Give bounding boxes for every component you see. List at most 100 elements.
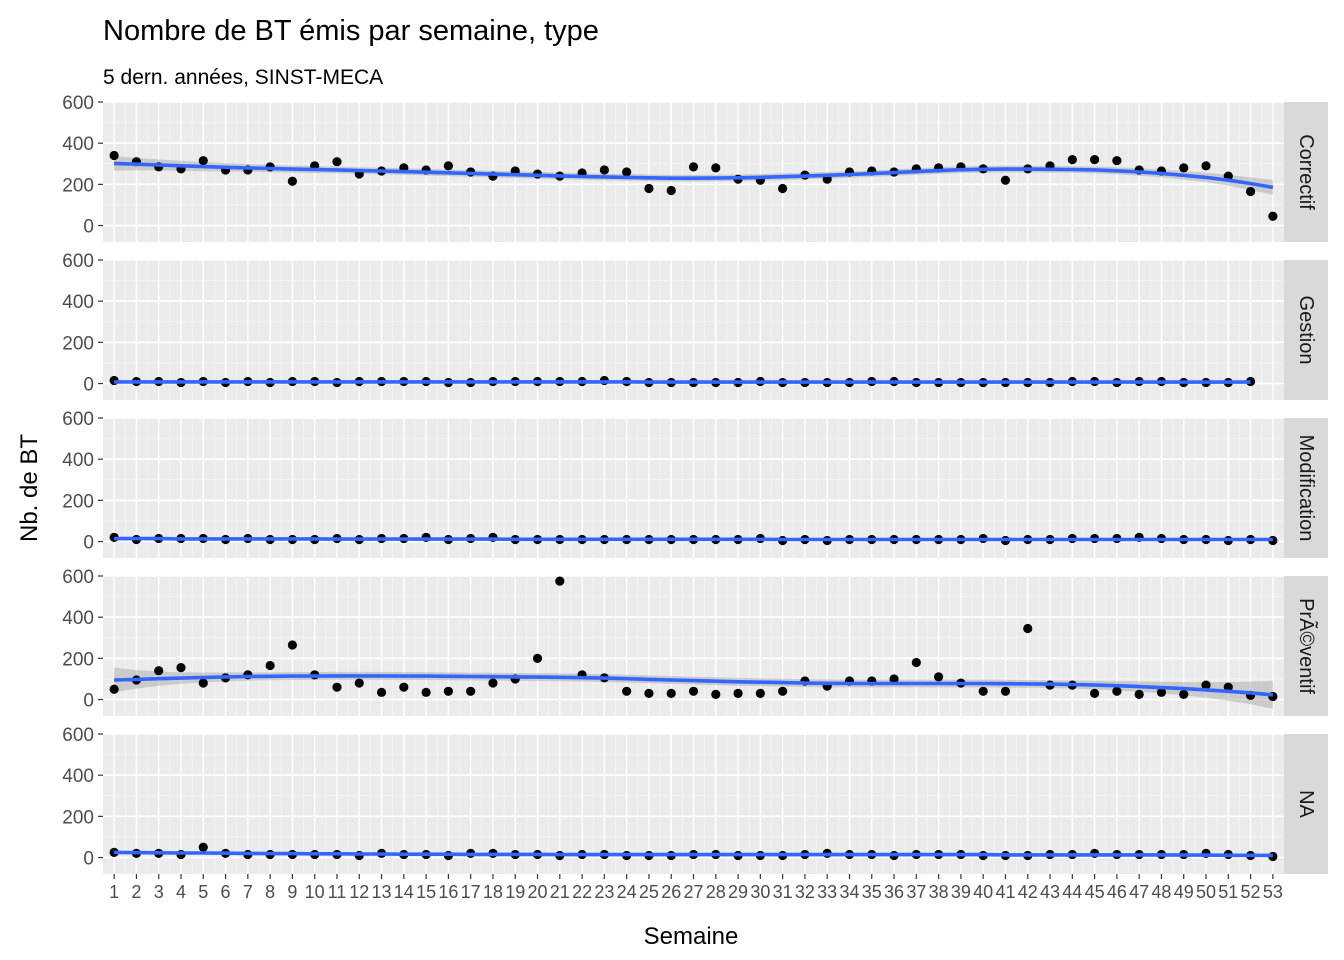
x-tick-label: 32 <box>795 882 815 902</box>
data-point <box>399 682 409 692</box>
x-tick-label: 3 <box>154 882 164 902</box>
x-tick-label: 42 <box>1018 882 1038 902</box>
data-point <box>354 678 364 688</box>
data-point <box>1000 686 1011 696</box>
chart-title: Nombre de BT émis par semaine, type <box>103 15 599 47</box>
x-tick-label: 12 <box>349 882 369 902</box>
x-tick-label: 52 <box>1241 882 1261 902</box>
x-axis-label: Semaine <box>644 923 739 950</box>
data-point <box>599 165 609 175</box>
x-tick-label: 6 <box>221 882 231 902</box>
facet-pr-ventif: 0 200 400 600 PrÃ©ventif <box>62 567 1328 716</box>
smooth-line <box>114 536 1273 542</box>
data-point <box>622 167 632 177</box>
data-point <box>688 162 699 172</box>
data-point <box>532 653 543 663</box>
x-tick-label: 20 <box>528 882 548 902</box>
data-point <box>1179 689 1189 699</box>
x-tick-label: 11 <box>328 882 347 902</box>
x-tick-label: 10 <box>305 882 325 902</box>
x-tick-label: 16 <box>438 882 458 902</box>
data-point <box>265 660 275 671</box>
data-point <box>889 674 899 684</box>
facet-gestion: 0 200 400 600 Gestion <box>62 251 1328 400</box>
data-point <box>911 657 921 668</box>
y-tick-label: 200 <box>62 491 94 512</box>
y-tick-label: 400 <box>62 766 94 787</box>
x-tick-label: 19 <box>505 882 525 902</box>
strip-label: Modification <box>1295 435 1317 542</box>
data-point <box>778 686 788 696</box>
x-tick-label: 33 <box>817 882 837 902</box>
data-point <box>1023 623 1033 634</box>
smooth-line <box>114 161 1274 190</box>
x-tick-label: 30 <box>750 882 770 902</box>
data-point <box>1156 687 1167 697</box>
x-tick-label: 45 <box>1085 882 1105 902</box>
data-point <box>332 157 342 167</box>
data-point <box>688 686 699 696</box>
strip-background <box>1284 576 1328 716</box>
x-tick-label: 2 <box>131 882 141 902</box>
x-tick-label: 8 <box>265 882 275 902</box>
x-tick-label: 18 <box>483 882 503 902</box>
x-axis: 1 2 3 4 5 6 7 8 9 10 11 12 13 14 15 16 17 18 19 20 21 22 23 24 2… <box>109 874 1283 902</box>
y-tick-label: 200 <box>62 333 94 354</box>
x-tick-label: 4 <box>176 882 186 902</box>
strip-background <box>1284 734 1328 874</box>
facet-modification: 0 200 400 600 Modification <box>62 409 1328 558</box>
data-point <box>666 185 676 196</box>
facet-na: 0 200 400 600 NA <box>62 725 1328 874</box>
x-tick-label: 46 <box>1107 882 1127 902</box>
x-tick-label: 13 <box>372 882 392 902</box>
smooth-line <box>114 674 1274 697</box>
strip-background <box>1284 102 1328 242</box>
x-tick-label: 53 <box>1263 882 1283 902</box>
data-point <box>555 576 565 586</box>
y-axis-label: Nb. de BT <box>16 434 43 542</box>
x-tick-label: 23 <box>594 882 614 902</box>
x-tick-label: 49 <box>1174 882 1194 902</box>
x-tick-label: 36 <box>884 882 904 902</box>
y-tick-label: 0 <box>83 217 94 238</box>
strip-background <box>1284 418 1328 558</box>
data-point <box>287 640 298 650</box>
x-tick-label: 25 <box>639 882 659 902</box>
data-point <box>755 688 765 698</box>
data-point <box>1000 175 1011 185</box>
x-tick-label: 7 <box>243 882 253 902</box>
data-point <box>332 682 342 692</box>
x-tick-label: 35 <box>862 882 882 902</box>
data-point <box>1134 689 1144 699</box>
x-tick-label: 47 <box>1129 882 1149 902</box>
data-point <box>1067 155 1077 165</box>
data-point <box>1245 186 1256 197</box>
data-point <box>488 678 498 688</box>
strip-label: PrÃ©ventif <box>1295 598 1319 694</box>
x-tick-label: 34 <box>839 882 859 902</box>
x-tick-label: 22 <box>572 882 592 902</box>
confidence-band <box>114 156 1273 195</box>
data-point <box>443 161 453 171</box>
y-tick-label: 0 <box>83 375 94 396</box>
y-tick-label: 600 <box>62 409 94 430</box>
x-tick-label: 17 <box>461 882 481 902</box>
y-tick-label: 600 <box>62 567 94 588</box>
data-point <box>1179 163 1189 173</box>
strip-label: NA <box>1295 790 1317 818</box>
data-point <box>109 150 119 161</box>
x-tick-label: 14 <box>394 882 414 902</box>
strip-background <box>1284 260 1328 400</box>
y-tick-label: 0 <box>83 849 94 870</box>
x-tick-label: 27 <box>683 882 703 902</box>
data-point <box>1201 161 1211 171</box>
data-point <box>733 688 743 698</box>
data-point <box>711 689 721 699</box>
x-tick-label: 39 <box>951 882 971 902</box>
x-tick-label: 50 <box>1196 882 1216 902</box>
x-tick-label: 37 <box>906 882 926 902</box>
x-tick-label: 40 <box>973 882 993 902</box>
x-tick-label: 43 <box>1040 882 1060 902</box>
strip-label: Gestion <box>1295 296 1317 365</box>
